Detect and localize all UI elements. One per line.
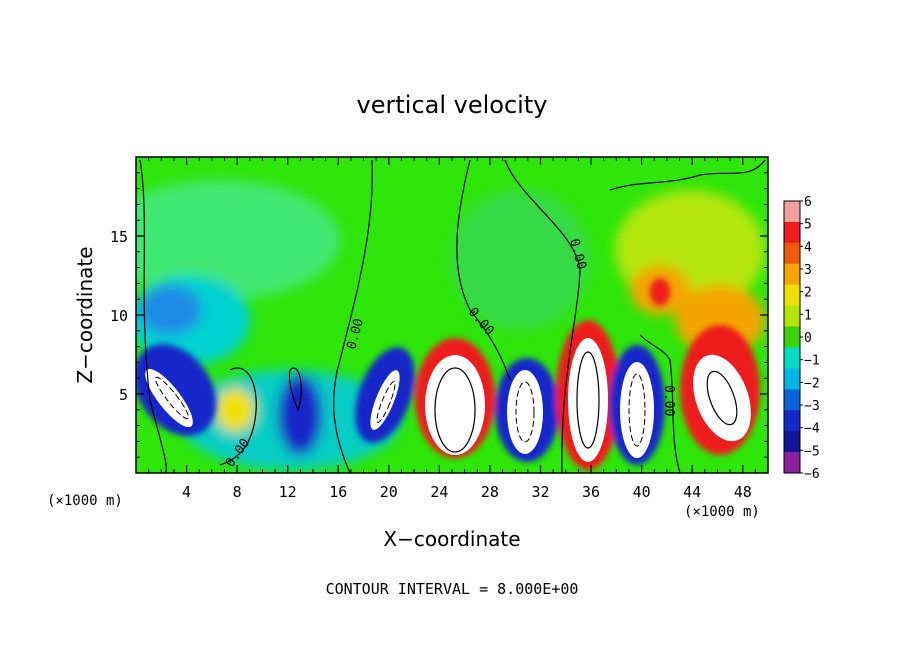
x-tick-label: 8 [233,483,242,501]
x-tick-label: 24 [430,483,448,501]
y-tick-label: 15 [110,228,128,246]
contour-label: 0.00 [661,385,676,416]
colorbar-swatch [784,221,800,244]
y-axis-label: Z−coordinate [73,246,97,383]
colorbar-swatch [784,242,800,265]
colorbar-swatch [784,368,800,390]
colorbar-label: −6 [804,467,820,482]
colorbar-label: 5 [804,218,812,233]
x-tick-label: 16 [329,483,347,501]
y-tick-label: 5 [119,386,128,404]
x-tick-label: 32 [531,483,549,501]
x-axis-label: X−coordinate [383,527,520,551]
x-unit-right: (×1000 m) [684,504,760,520]
colorbar-swatch [784,347,800,369]
colorbar-swatch [784,201,800,223]
colorbar-swatch [784,305,800,328]
x-tick-label: 44 [683,483,701,501]
x-tick-label: 4 [182,483,191,501]
x-tick-label: 40 [633,483,651,501]
colorbar-swatch [784,431,800,453]
colorbar-label: −5 [804,444,820,459]
y-axis: 5 10 15 [110,172,768,458]
colorbar-swatch [784,263,800,286]
colorbar-label: 1 [804,308,812,323]
colorbar-swatch [784,410,800,432]
colorbar-swatch [784,326,800,348]
colorbar-swatch [784,452,800,474]
velocity-field [136,157,768,473]
colorbar-label: 2 [804,286,812,301]
colorbar-label: −1 [804,354,820,369]
colorbar-label: 0 [804,331,812,346]
chart-title: vertical velocity [357,91,548,119]
colorbar-label: 6 [804,195,812,210]
x-tick-label: 20 [380,483,398,501]
x-axis: 4 8 12 16 20 24 28 32 36 40 44 48 [148,157,756,501]
colorbar-swatch [784,284,800,307]
colorbar-swatch [784,389,800,411]
x-tick-label: 36 [582,483,600,501]
x-unit-left: (×1000 m) [47,493,123,509]
contour-interval-note: CONTOUR INTERVAL = 8.000E+00 [326,580,579,598]
colorbar: 6 5 4 3 2 1 0 −1 −2 −3 −4 −5 −6 [783,195,820,482]
colorbar-label: 3 [804,263,812,278]
colorbar-label: −2 [804,376,820,391]
x-tick-label: 28 [481,483,499,501]
x-tick-label: 48 [734,483,752,501]
colorbar-label: −4 [804,422,820,437]
x-tick-label: 12 [279,483,297,501]
y-tick-label: 10 [110,307,128,325]
colorbar-label: −3 [804,399,820,414]
colorbar-label: 4 [804,240,812,255]
